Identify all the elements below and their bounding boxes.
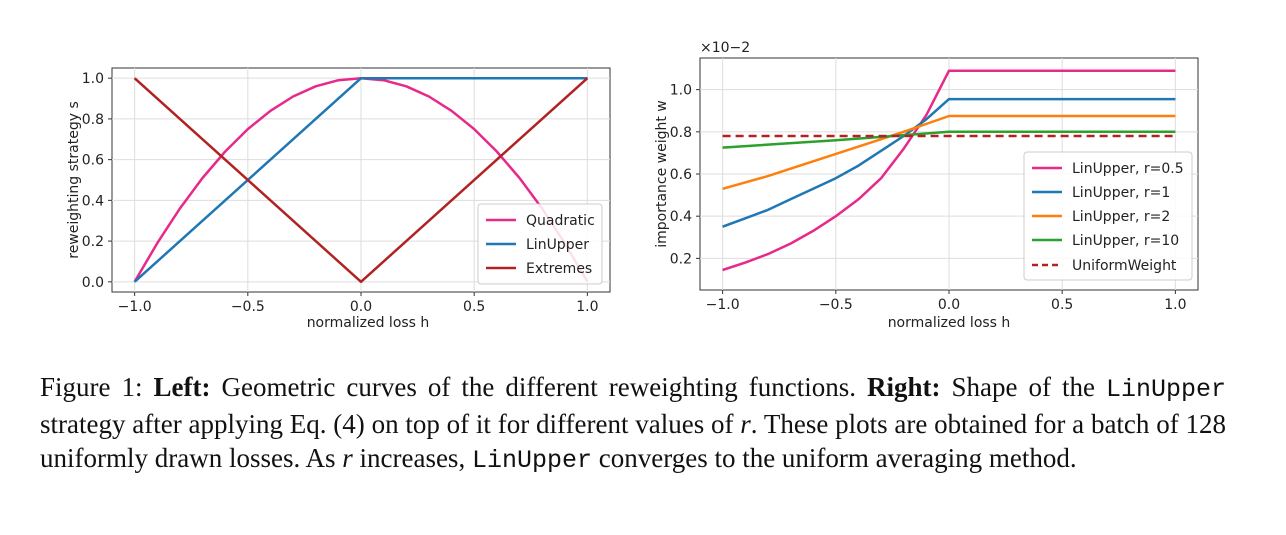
left-ticks: −1.0 −0.5 0.0 0.5 1.0 0.0 0.2 0.4 0.6 0.8 1.0 (82, 71, 599, 315)
left-ytick-label: 0.8 (82, 112, 104, 128)
series-line-linupper (133, 76, 588, 283)
left-legend-box (477, 203, 603, 285)
right-ytick-label: 0.4 (670, 209, 692, 225)
left-lines (133, 76, 589, 284)
caption-left-text: Geometric curves of the different reweig… (210, 372, 868, 402)
left-xtick-label: 0.0 (350, 299, 372, 315)
right-chart: −1.0 −0.5 0.0 0.5 1.0 0.2 0.4 0.6 0.8 1.0 ×10−2 n… (654, 40, 1199, 331)
caption-code-linupper-1: LinUpper (1105, 375, 1227, 404)
series-line-linupper-r-1 (722, 97, 1176, 228)
left-ytick-label: 1.0 (82, 71, 104, 87)
legend-label-quadratic: Quadratic (526, 213, 595, 229)
right-xtick-label: −0.5 (819, 297, 853, 313)
caption-left-label: Left: (153, 372, 211, 402)
legend-label-linupper: LinUpper (526, 237, 589, 253)
right-xtick-label: 0.0 (938, 297, 960, 313)
left-legend: Quadratic LinUpper Extremes (477, 203, 603, 285)
right-ytick-label: 0.6 (670, 167, 692, 183)
right-legend-box (1023, 151, 1193, 281)
caption-var-r-2: r (342, 443, 353, 473)
caption-right-text-5: converges to the uniform averaging metho… (591, 443, 1077, 473)
series-line-linupper-r-0-5 (722, 69, 1176, 272)
figure-panels: −1.0 −0.5 0.0 0.5 1.0 0.0 0.2 0.4 0.6 0.8 1.0 norm… (66, 40, 1199, 331)
left-ytick-label: 0.2 (82, 234, 104, 250)
legend-label-r05: LinUpper, r=0.5 (1072, 161, 1184, 177)
caption-right-text-3: . These plots are obtained for a batch o… (40, 409, 1226, 473)
caption-code-linupper-2: LinUpper (471, 446, 592, 475)
left-ytick-label: 0.0 (82, 275, 104, 291)
series-line-extremes (133, 77, 589, 284)
left-x-axis-label: normalized loss h (307, 315, 430, 331)
left-xtick-label: 0.5 (463, 299, 485, 315)
left-ytick-label: 0.4 (82, 193, 104, 209)
left-ytick-label: 0.6 (82, 153, 104, 169)
left-grid (112, 68, 610, 292)
legend-label-uniform: UniformWeight (1072, 258, 1177, 274)
caption-right-text-4: increases, (352, 443, 472, 473)
left-chart: −1.0 −0.5 0.0 0.5 1.0 0.0 0.2 0.4 0.6 0.8 1.0 norm… (66, 67, 611, 331)
caption-right-label: Right: (867, 372, 941, 402)
left-xtick-label: −0.5 (231, 299, 265, 315)
left-xtick-label: 1.0 (576, 299, 598, 315)
right-ytick-label: 0.2 (670, 251, 692, 267)
series-line-linupper-r-2 (722, 114, 1176, 191)
right-xtick-label: −1.0 (706, 297, 740, 313)
series-line-linupper-r-10 (722, 130, 1176, 149)
legend-label-r1: LinUpper, r=1 (1072, 185, 1170, 201)
legend-label-extremes: Extremes (526, 261, 592, 277)
right-scale-label: ×10−2 (700, 40, 750, 56)
right-ticks: −1.0 −0.5 0.0 0.5 1.0 0.2 0.4 0.6 0.8 1.0 (670, 83, 1187, 313)
left-y-axis-label: reweighting strategy s (66, 101, 82, 259)
right-xtick-label: 0.5 (1051, 297, 1073, 313)
right-lines (722, 69, 1176, 272)
legend-label-r2: LinUpper, r=2 (1072, 209, 1170, 225)
caption-figure-label: Figure 1: (40, 372, 154, 402)
legend-label-r10: LinUpper, r=10 (1072, 233, 1179, 249)
right-x-axis-label: normalized loss h (888, 315, 1011, 331)
right-y-axis-label: importance weight w (654, 100, 670, 248)
caption-var-r-1: r (740, 409, 751, 439)
right-ytick-label: 0.8 (670, 125, 692, 141)
left-xtick-label: −1.0 (118, 299, 152, 315)
right-xtick-label: 1.0 (1164, 297, 1186, 313)
right-ytick-label: 1.0 (670, 83, 692, 99)
figure-caption: Figure 1: Left: Geometric curves of the … (40, 370, 1226, 478)
caption-right-text-2: strategy after applying Eq. (4) on top o… (40, 409, 741, 439)
caption-right-text-1: Shape of the (940, 372, 1106, 402)
right-legend: LinUpper, r=0.5 LinUpper, r=1 LinUpper, … (1023, 151, 1193, 281)
